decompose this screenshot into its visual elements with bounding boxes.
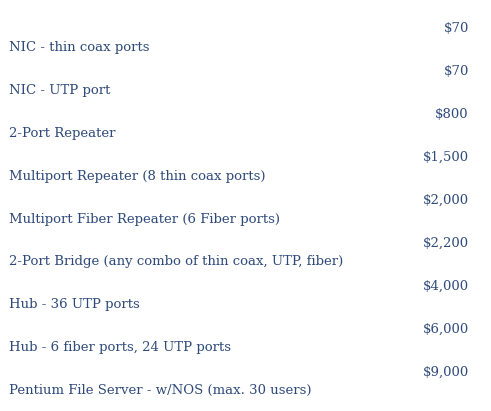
Text: 2-Port Bridge (any combo of thin coax, UTP, fiber): 2-Port Bridge (any combo of thin coax, U… (9, 256, 343, 268)
Text: $70: $70 (443, 22, 469, 35)
Text: $2,000: $2,000 (423, 194, 469, 207)
Text: $1,500: $1,500 (423, 151, 469, 164)
Text: Multiport Fiber Repeater (6 Fiber ports): Multiport Fiber Repeater (6 Fiber ports) (9, 212, 280, 226)
Text: NIC - thin coax ports: NIC - thin coax ports (9, 41, 149, 54)
Text: Hub - 36 UTP ports: Hub - 36 UTP ports (9, 298, 139, 312)
Text: $4,000: $4,000 (423, 279, 469, 293)
Text: NIC - UTP port: NIC - UTP port (9, 84, 110, 97)
Text: Multiport Repeater (8 thin coax ports): Multiport Repeater (8 thin coax ports) (9, 170, 265, 182)
Text: Hub - 6 fiber ports, 24 UTP ports: Hub - 6 fiber ports, 24 UTP ports (9, 341, 231, 354)
Text: $6,000: $6,000 (423, 323, 469, 335)
Text: $9,000: $9,000 (423, 365, 469, 379)
Text: $2,200: $2,200 (423, 237, 469, 249)
Text: 2-Port Repeater: 2-Port Repeater (9, 127, 115, 140)
Text: Pentium File Server - w/NOS (max. 30 users): Pentium File Server - w/NOS (max. 30 use… (9, 384, 311, 397)
Text: $70: $70 (443, 65, 469, 78)
Text: $800: $800 (436, 108, 469, 121)
